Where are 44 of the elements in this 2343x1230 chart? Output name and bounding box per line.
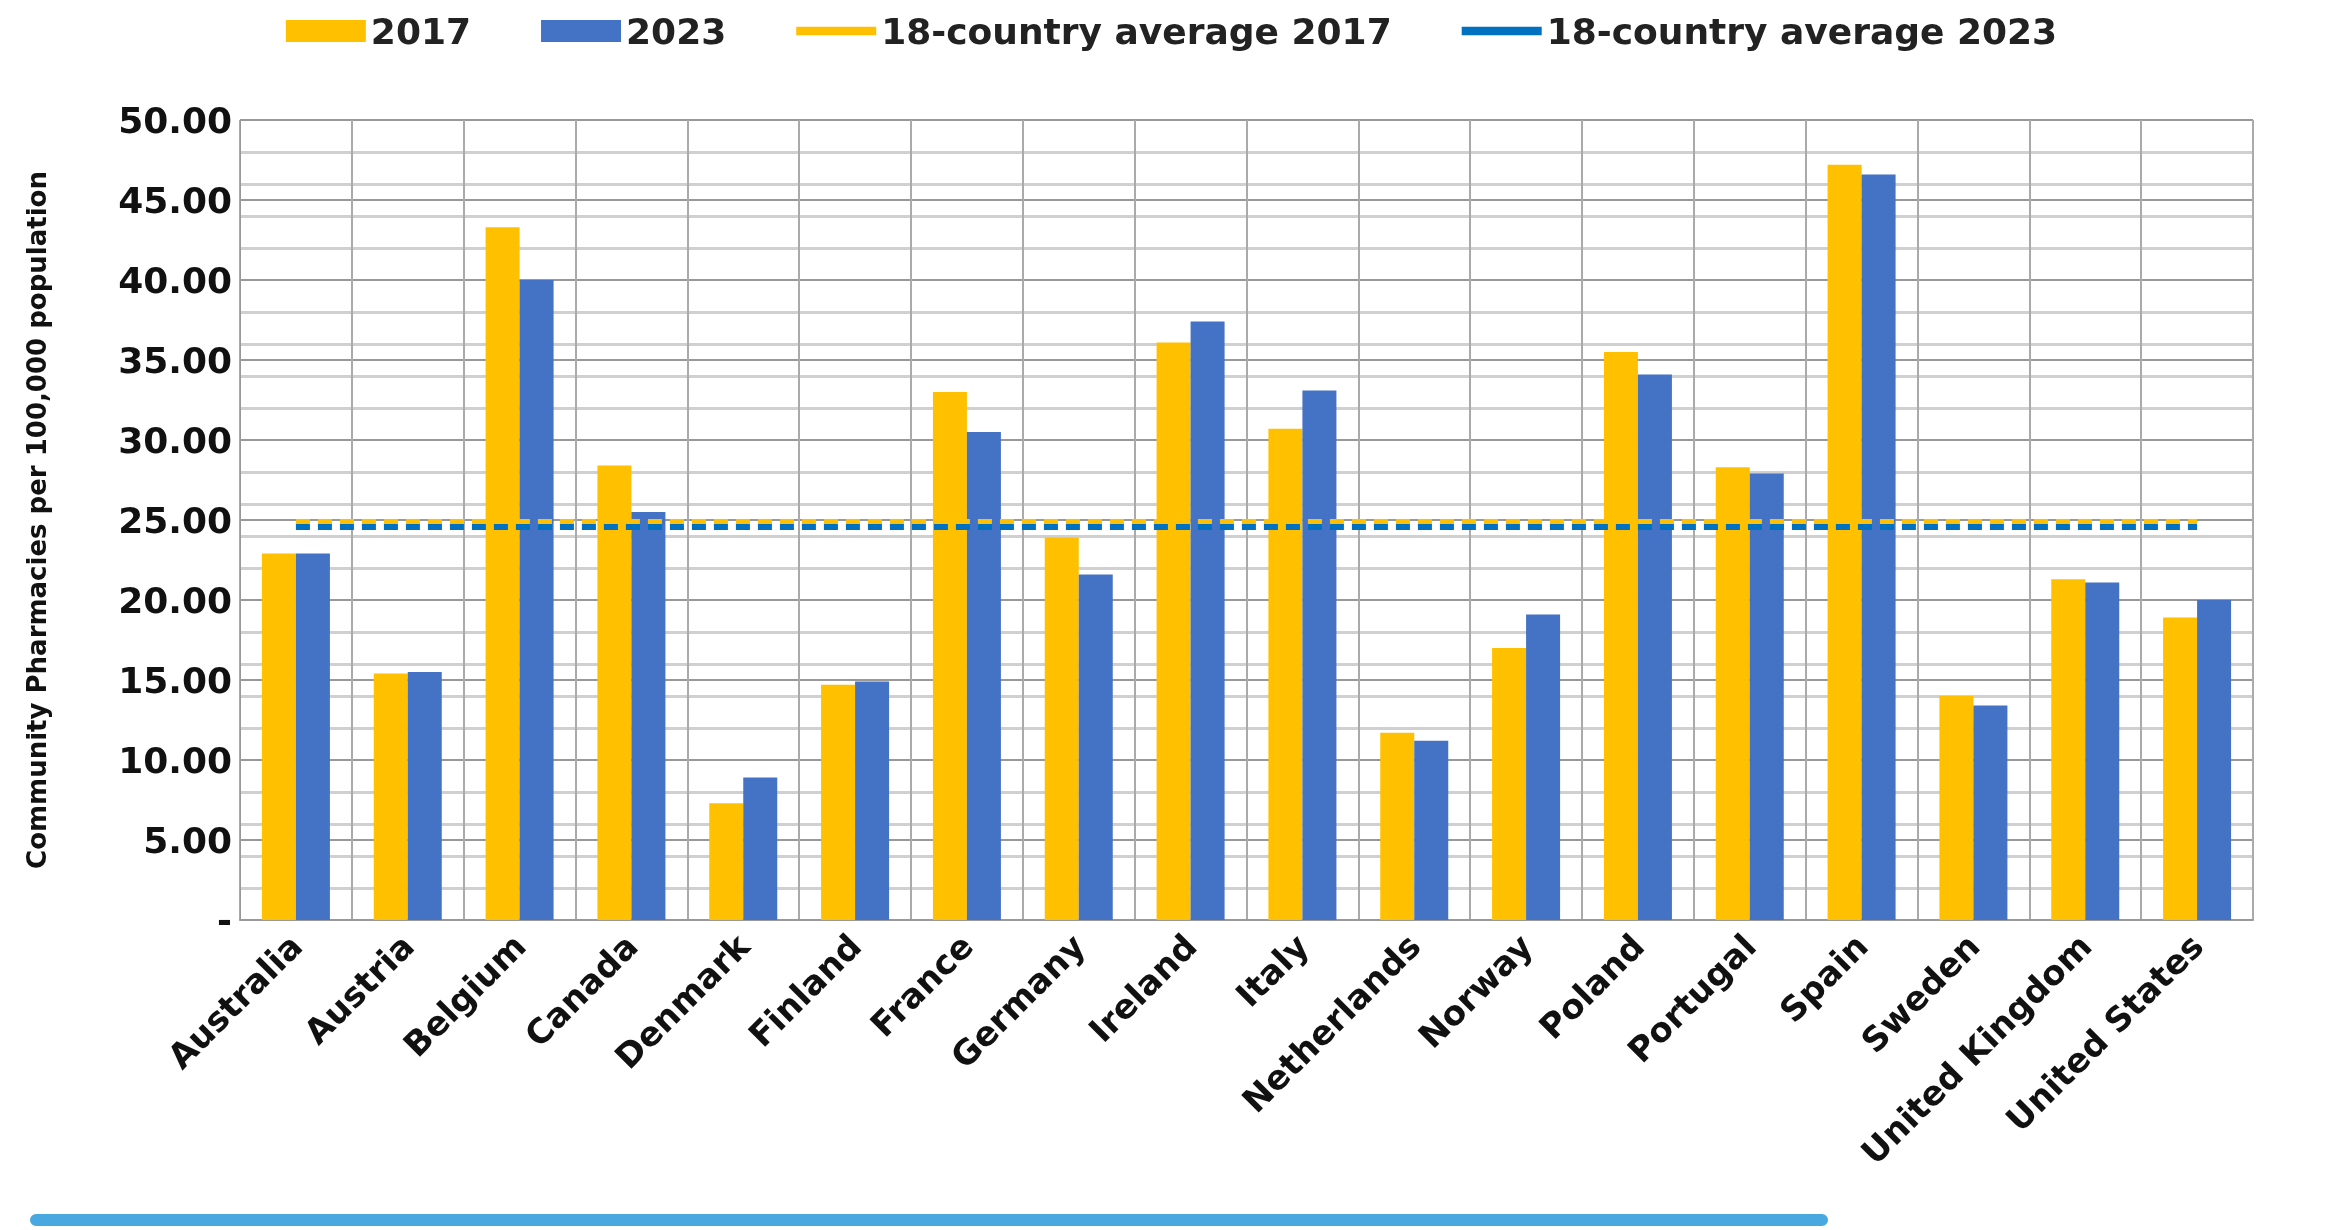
y-axis-title: Community Pharmacies per 100,000 population xyxy=(22,171,52,869)
bar xyxy=(519,280,554,920)
bar xyxy=(2163,617,2198,920)
bar xyxy=(1078,574,1113,920)
bar xyxy=(743,777,778,920)
bar xyxy=(295,553,330,920)
y-tick-label: 35.00 xyxy=(118,339,232,381)
bar xyxy=(1492,648,1527,920)
bar xyxy=(1190,321,1225,920)
bar xyxy=(373,673,408,920)
bar xyxy=(2085,582,2120,920)
y-tick-label: 40.00 xyxy=(118,259,232,301)
bar xyxy=(1973,705,2008,920)
bar xyxy=(2197,600,2232,920)
bar xyxy=(1044,537,1079,920)
y-tick-label: 30.00 xyxy=(118,419,232,461)
bar xyxy=(631,512,666,920)
bar xyxy=(1637,374,1672,920)
y-tick-label: 25.00 xyxy=(118,499,232,541)
y-tick-label: 45.00 xyxy=(118,179,232,221)
bar xyxy=(1302,390,1337,920)
legend-label: 2017 xyxy=(370,10,472,52)
bar xyxy=(1414,740,1449,920)
y-tick-label: 20.00 xyxy=(118,579,232,621)
bar xyxy=(2051,579,2086,920)
bar xyxy=(261,553,296,920)
bar xyxy=(1526,614,1561,920)
bar xyxy=(1939,696,1974,920)
y-tick-label: 50.00 xyxy=(118,99,232,141)
bar xyxy=(407,672,442,920)
bar xyxy=(709,803,744,920)
y-tick-label: - xyxy=(217,899,232,941)
bar xyxy=(1861,174,1896,920)
legend-label: 18-country average 2017 xyxy=(881,10,1392,52)
bar xyxy=(1380,732,1415,920)
y-tick-label: 5.00 xyxy=(143,819,232,861)
bar xyxy=(821,684,856,920)
bar xyxy=(855,681,890,920)
legend-label: 18-country average 2023 xyxy=(1546,10,2058,52)
y-tick-label: 10.00 xyxy=(118,739,232,781)
y-tick-label: 15.00 xyxy=(118,659,232,701)
bar xyxy=(966,432,1001,920)
legend-label: 2023 xyxy=(626,10,727,52)
bar xyxy=(1749,473,1784,920)
